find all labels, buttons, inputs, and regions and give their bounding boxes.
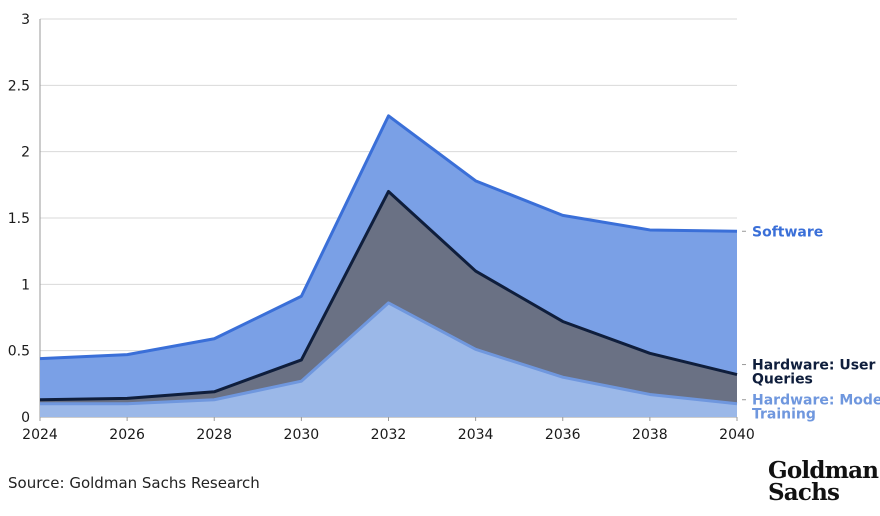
stacked-area-chart: 00.511.522.53 2024 2026 2028 2030 2032 2034 20… [8,12,880,443]
series-label-text: Software [752,224,823,240]
y-tick-label: 1.5 [8,211,30,227]
series-label-text: Hardware: Model [752,393,880,409]
x-tick-label: 2036 [545,427,581,443]
y-tick-label: 0 [21,410,30,426]
series-label-text: Training [752,407,816,423]
logo-line-2: Sachs [768,479,840,506]
x-tick-label: 2024 [22,427,58,443]
y-tick-label: 2 [21,145,30,161]
x-tick-label: 2030 [284,427,320,443]
x-tick-label: 2032 [371,427,407,443]
x-tick-label: 2026 [109,427,145,443]
series-label-text: Queries [752,372,813,388]
x-tick-label: 2028 [196,427,232,443]
area-2 [40,115,737,400]
source-note: Source: Goldman Sachs Research [8,474,260,492]
x-tick-label: 2038 [632,427,668,443]
x-tick-label: 2034 [458,427,494,443]
x-axis-ticks: 2024 2026 2028 2030 2032 2034 2036 2038 2040 [22,427,755,443]
x-tick-label: 2040 [719,427,755,443]
goldman-sachs-logo: Goldman Sachs [768,457,879,506]
y-tick-label: 3 [21,12,30,28]
series-line-0 [40,301,738,406]
area-0 [40,302,737,417]
y-tick-label: 2.5 [8,78,30,94]
series-line-1 [39,189,738,402]
y-tick-label: 1 [21,277,30,293]
y-axis-ticks: 0 0.5 1 1.5 2 2.5 3 [8,12,30,426]
series-label-text: Hardware: User [752,358,876,374]
logo-line-1: Goldman [768,457,879,484]
series-line-2 [39,114,738,361]
area-1 [40,191,737,404]
y-tick-label: 0.5 [8,344,30,360]
series-lines [39,114,738,406]
series-areas [40,115,737,417]
